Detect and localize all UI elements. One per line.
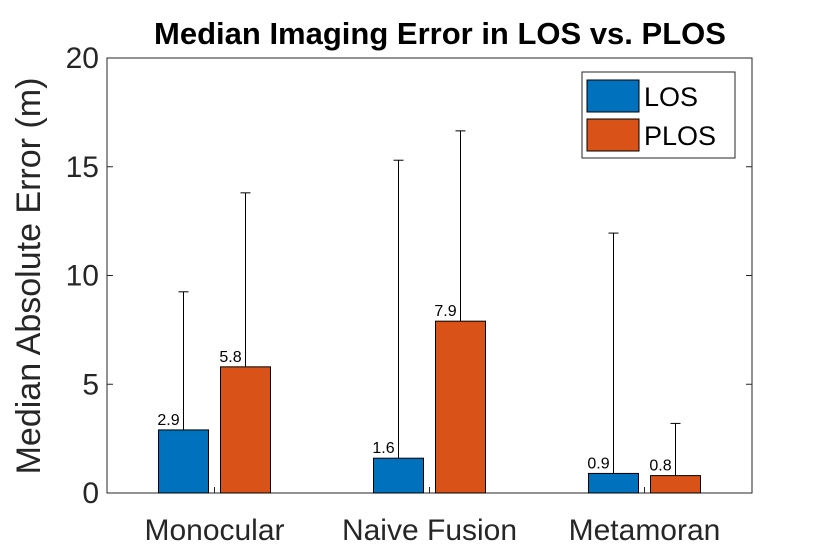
x-tick-label: Naive Fusion <box>342 514 517 547</box>
data-label: 2.9 <box>157 412 179 429</box>
data-label: 5.8 <box>219 349 241 366</box>
y-axis-label: Median Absolute Error (m) <box>10 78 48 475</box>
y-tick-label: 5 <box>82 368 99 401</box>
legend-label-plos: PLOS <box>644 121 716 151</box>
legend-swatch-los <box>586 79 640 113</box>
y-tick-label: 20 <box>66 42 99 75</box>
data-label: 0.9 <box>587 455 609 472</box>
data-label: 0.8 <box>649 458 671 475</box>
x-tick-label: Metamoran <box>569 514 721 547</box>
bar-los <box>373 457 424 494</box>
y-tick-label: 0 <box>82 477 99 510</box>
bar-los <box>588 472 639 494</box>
bar-plos <box>650 475 701 494</box>
y-tick-label: 15 <box>66 151 99 184</box>
legend-swatch-plos <box>586 118 640 152</box>
bar-los <box>158 429 209 494</box>
bar-plos <box>220 366 271 494</box>
x-tick-label: Monocular <box>144 514 284 547</box>
data-label: 1.6 <box>372 440 394 457</box>
legend-label-los: LOS <box>644 82 698 112</box>
chart-title: Median Imaging Error in LOS vs. PLOS <box>154 16 726 51</box>
plot-area: 0 5 10 15 20 Monocular 2.9 5.8 Naive Fusion 1.6 7.… <box>66 42 753 547</box>
data-label: 7.9 <box>434 303 456 320</box>
bar-plos <box>435 320 486 494</box>
y-tick-label: 10 <box>66 260 99 293</box>
